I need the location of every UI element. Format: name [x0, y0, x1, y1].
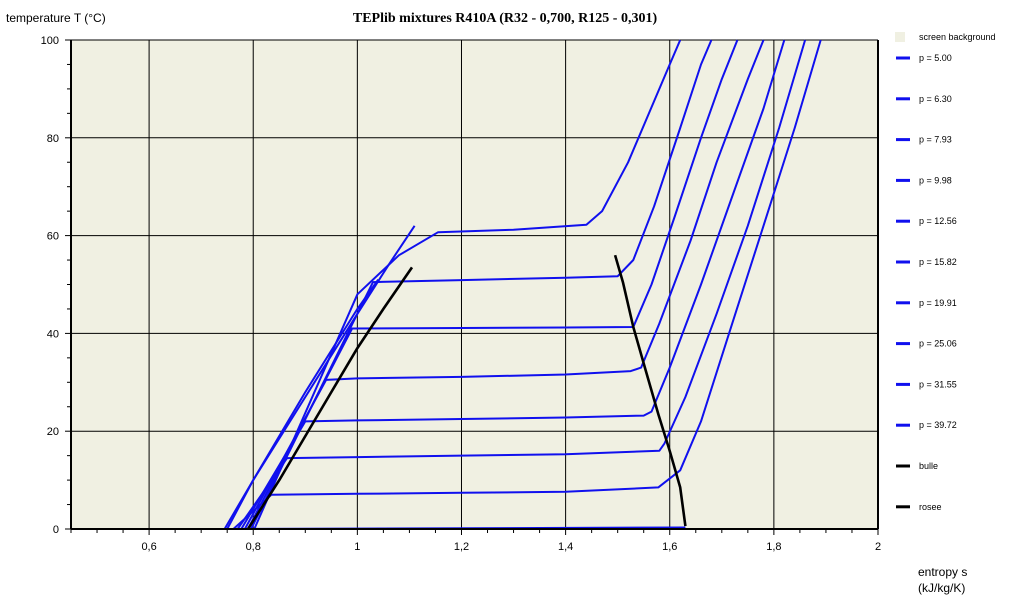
chart-title: TEPlib mixtures R410A (R32 - 0,700, R125…	[353, 11, 658, 26]
y-tick-label: 40	[47, 328, 59, 340]
legend-label-p-15-82: p = 15.82	[919, 257, 957, 267]
legend-label-p-6-30: p = 6.30	[919, 94, 952, 104]
legend: screen background p = 5.00 p = 6.30 p = 7.…	[895, 32, 996, 512]
series-line-p-12-56	[244, 39, 765, 530]
legend-label-p-31-55: p = 31.55	[919, 379, 957, 389]
legend-label-p-5-00: p = 5.00	[919, 53, 952, 63]
legend-label-p-12-56: p = 12.56	[919, 216, 957, 226]
series-line-p-19-91	[250, 39, 713, 530]
legend-background-swatch	[895, 32, 905, 42]
x-tick-label: 1	[354, 541, 360, 553]
x-tick-label: 0,6	[141, 541, 156, 553]
series-layer	[223, 39, 822, 530]
x-tick-label: 2	[875, 541, 881, 553]
grid	[71, 39, 878, 529]
legend-background-label: screen background	[919, 32, 996, 42]
y-tick-label: 0	[53, 524, 59, 536]
x-tick-label: 0,8	[246, 541, 261, 553]
series-line-p-9-98	[240, 39, 786, 530]
series-line-p-25-06	[253, 39, 682, 530]
x-axis-label: entropy s	[918, 565, 967, 579]
legend-label-p-39-72: p = 39.72	[919, 420, 957, 430]
legend-label-p-19-91: p = 19.91	[919, 298, 957, 308]
legend-label-p-7-93: p = 7.93	[919, 135, 952, 145]
y-tick-label: 100	[41, 35, 59, 47]
y-tick-label: 60	[47, 231, 59, 243]
legend-label-p-9-98: p = 9.98	[919, 175, 952, 185]
x-tick-label: 1,2	[454, 541, 469, 553]
series-line-p-15-82	[247, 39, 739, 530]
y-axis-label: temperature T (°C)	[6, 11, 106, 25]
series-line-p-39-72	[226, 279, 380, 530]
legend-label-p-25-06: p = 25.06	[919, 339, 957, 349]
plot-area	[71, 40, 878, 529]
series-line-bulle	[246, 266, 414, 530]
x-axis-unit: (kJ/kg/K)	[918, 581, 965, 595]
series-line-p-7-93	[236, 39, 807, 530]
x-tick-label: 1,4	[558, 541, 573, 553]
series-line-p-6-30	[232, 39, 822, 530]
x-tick-label: 1,8	[766, 541, 781, 553]
x-tick-label: 1,6	[662, 541, 677, 553]
legend-label-rosee: rosee	[919, 502, 942, 512]
series-line-rosee	[613, 254, 687, 527]
y-tick-label: 20	[47, 426, 59, 438]
y-tick-label: 80	[47, 133, 59, 145]
legend-label-bulle: bulle	[919, 461, 938, 471]
